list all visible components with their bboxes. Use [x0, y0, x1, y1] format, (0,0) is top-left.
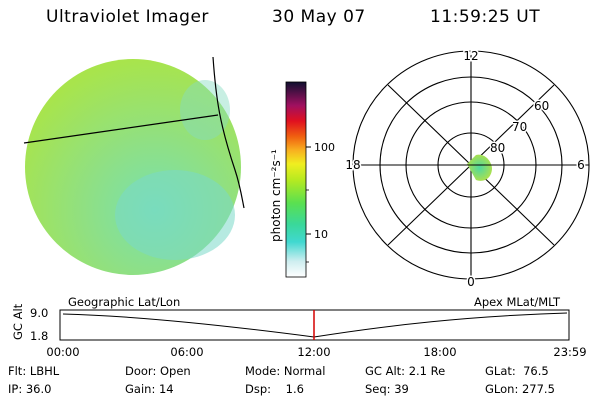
status-gc-alt-label: GC Alt:	[365, 364, 406, 378]
status-glat-label: GLat:	[485, 364, 516, 378]
mlt-label-18: 18	[345, 158, 360, 172]
earth-image	[23, 56, 245, 275]
status-seq-label: Seq:	[365, 382, 391, 396]
timeline-ytick-top: 9.0	[30, 306, 48, 320]
status-gc-alt: GC Alt: 2.1 Re	[365, 364, 445, 378]
colorbar-tick-10: 10	[314, 228, 328, 241]
timeline-xtick-1800: 18:00	[423, 345, 456, 359]
status-door-label: Door:	[125, 364, 157, 378]
mlt-label-0: 0	[467, 275, 475, 289]
timeline-right-title: Apex MLat/MLT	[474, 295, 561, 309]
time-label: 11:59:25 UT	[430, 7, 541, 27]
timeline-ytick-bottom: 1.8	[30, 329, 48, 343]
status-glat: GLat: 76.5	[485, 364, 549, 378]
status-ip-value: 36.0	[25, 382, 52, 396]
date-label: 30 May 07	[272, 7, 366, 27]
lat-label-70: 70	[512, 120, 527, 134]
mlt-label-12: 12	[463, 49, 478, 63]
status-glon-label: GLon:	[485, 382, 519, 396]
colorbar	[285, 81, 311, 278]
timeline-xtick-0600: 06:00	[170, 345, 203, 359]
status-flt: Flt: LBHL	[8, 364, 59, 378]
status-seq: Seq: 39	[365, 382, 409, 396]
status-gain-value: 14	[158, 382, 174, 396]
status-dsp-value: 1.6	[285, 382, 304, 396]
status-gain: Gain: 14	[125, 382, 174, 396]
longitude-line	[212, 56, 245, 209]
status-dsp-label: Dsp:	[245, 382, 272, 396]
status-gc-alt-value: 2.1 Re	[408, 364, 446, 378]
status-mode: Mode: Normal	[245, 364, 325, 378]
timeline-xtick-0000: 00:00	[46, 345, 79, 359]
timeline-xtick-1200: 12:00	[297, 345, 330, 359]
colorbar-unit-label: photon cm⁻²s⁻¹	[269, 149, 283, 242]
mlt-label-6: 6	[577, 158, 585, 172]
status-glon-value: 277.5	[521, 382, 555, 396]
status-door-value: Open	[159, 364, 191, 378]
timeline-xtick-2359: 23:59	[553, 345, 586, 359]
status-gain-label: Gain:	[125, 382, 156, 396]
timeline-left-title: Geographic Lat/Lon	[68, 295, 180, 309]
status-seq-value: 39	[394, 382, 409, 396]
status-dsp: Dsp: 1.6	[245, 382, 304, 396]
status-door: Door: Open	[125, 364, 191, 378]
timeline-axis-label: GC Alt	[11, 303, 25, 340]
latitude-line	[23, 114, 219, 144]
status-flt-label: Flt:	[8, 364, 27, 378]
status-ip: IP: 36.0	[8, 382, 51, 396]
status-glat-value: 76.5	[523, 364, 549, 378]
lat-label-60: 60	[534, 99, 549, 113]
auroral-spot	[467, 154, 492, 181]
status-glon: GLon: 277.5	[485, 382, 555, 396]
status-mode-value: Normal	[283, 364, 326, 378]
status-mode-label: Mode:	[245, 364, 281, 378]
instrument-title: Ultraviolet Imager	[46, 7, 209, 27]
status-ip-label: IP:	[8, 382, 23, 396]
lat-label-80: 80	[490, 141, 505, 155]
colorbar-tick-100: 100	[314, 141, 335, 154]
status-flt-value: LBHL	[29, 364, 60, 378]
